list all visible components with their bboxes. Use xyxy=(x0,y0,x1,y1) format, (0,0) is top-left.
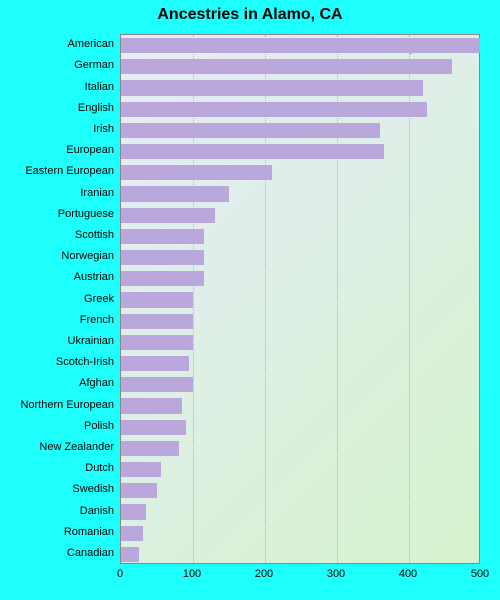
bar xyxy=(121,335,193,350)
bar xyxy=(121,59,452,74)
y-category-label: English xyxy=(0,102,114,114)
bar xyxy=(121,462,161,477)
bar xyxy=(121,38,480,53)
y-category-label: Swedish xyxy=(0,483,114,495)
y-category-label: Greek xyxy=(0,293,114,305)
y-category-label: Scotch-Irish xyxy=(0,356,114,368)
bar xyxy=(121,102,427,117)
y-category-label: American xyxy=(0,38,114,50)
y-category-label: Danish xyxy=(0,505,114,517)
y-category-label: French xyxy=(0,314,114,326)
bar xyxy=(121,186,229,201)
bar xyxy=(121,292,193,307)
bar xyxy=(121,441,179,456)
y-category-label: Irish xyxy=(0,123,114,135)
y-category-label: Ukrainian xyxy=(0,335,114,347)
y-category-label: Dutch xyxy=(0,462,114,474)
bar xyxy=(121,123,380,138)
x-tick-label: 300 xyxy=(327,568,345,580)
y-category-label: Eastern European xyxy=(0,165,114,177)
bar xyxy=(121,80,423,95)
bar xyxy=(121,165,272,180)
y-category-label: Afghan xyxy=(0,377,114,389)
bar xyxy=(121,229,204,244)
plot-area: City-Data.com xyxy=(120,34,480,564)
y-category-label: Norwegian xyxy=(0,250,114,262)
y-category-label: Iranian xyxy=(0,187,114,199)
x-tick-label: 0 xyxy=(117,568,123,580)
x-tick-label: 500 xyxy=(471,568,489,580)
bar xyxy=(121,271,204,286)
bar xyxy=(121,398,182,413)
y-category-label: Portuguese xyxy=(0,208,114,220)
page-root: Ancestries in Alamo, CA City-Data.com 0 1… xyxy=(0,0,500,600)
bar xyxy=(121,420,186,435)
x-tick-label: 100 xyxy=(183,568,201,580)
y-category-label: Polish xyxy=(0,420,114,432)
x-tick-label: 400 xyxy=(399,568,417,580)
bar xyxy=(121,377,193,392)
bar xyxy=(121,144,384,159)
y-category-label: Northern European xyxy=(0,399,114,411)
bar xyxy=(121,356,189,371)
chart-title: Ancestries in Alamo, CA xyxy=(0,6,500,24)
y-category-label: Romanian xyxy=(0,526,114,538)
bar xyxy=(121,504,146,519)
bar xyxy=(121,314,193,329)
bar xyxy=(121,250,204,265)
bar xyxy=(121,526,143,541)
y-category-label: Italian xyxy=(0,81,114,93)
y-category-label: New Zealander xyxy=(0,441,114,453)
y-category-label: Austrian xyxy=(0,271,114,283)
y-category-label: Scottish xyxy=(0,229,114,241)
bar xyxy=(121,547,139,562)
y-category-label: European xyxy=(0,144,114,156)
y-category-label: German xyxy=(0,59,114,71)
y-category-label: Canadian xyxy=(0,547,114,559)
bar xyxy=(121,208,215,223)
bar xyxy=(121,483,157,498)
x-tick-label: 200 xyxy=(255,568,273,580)
